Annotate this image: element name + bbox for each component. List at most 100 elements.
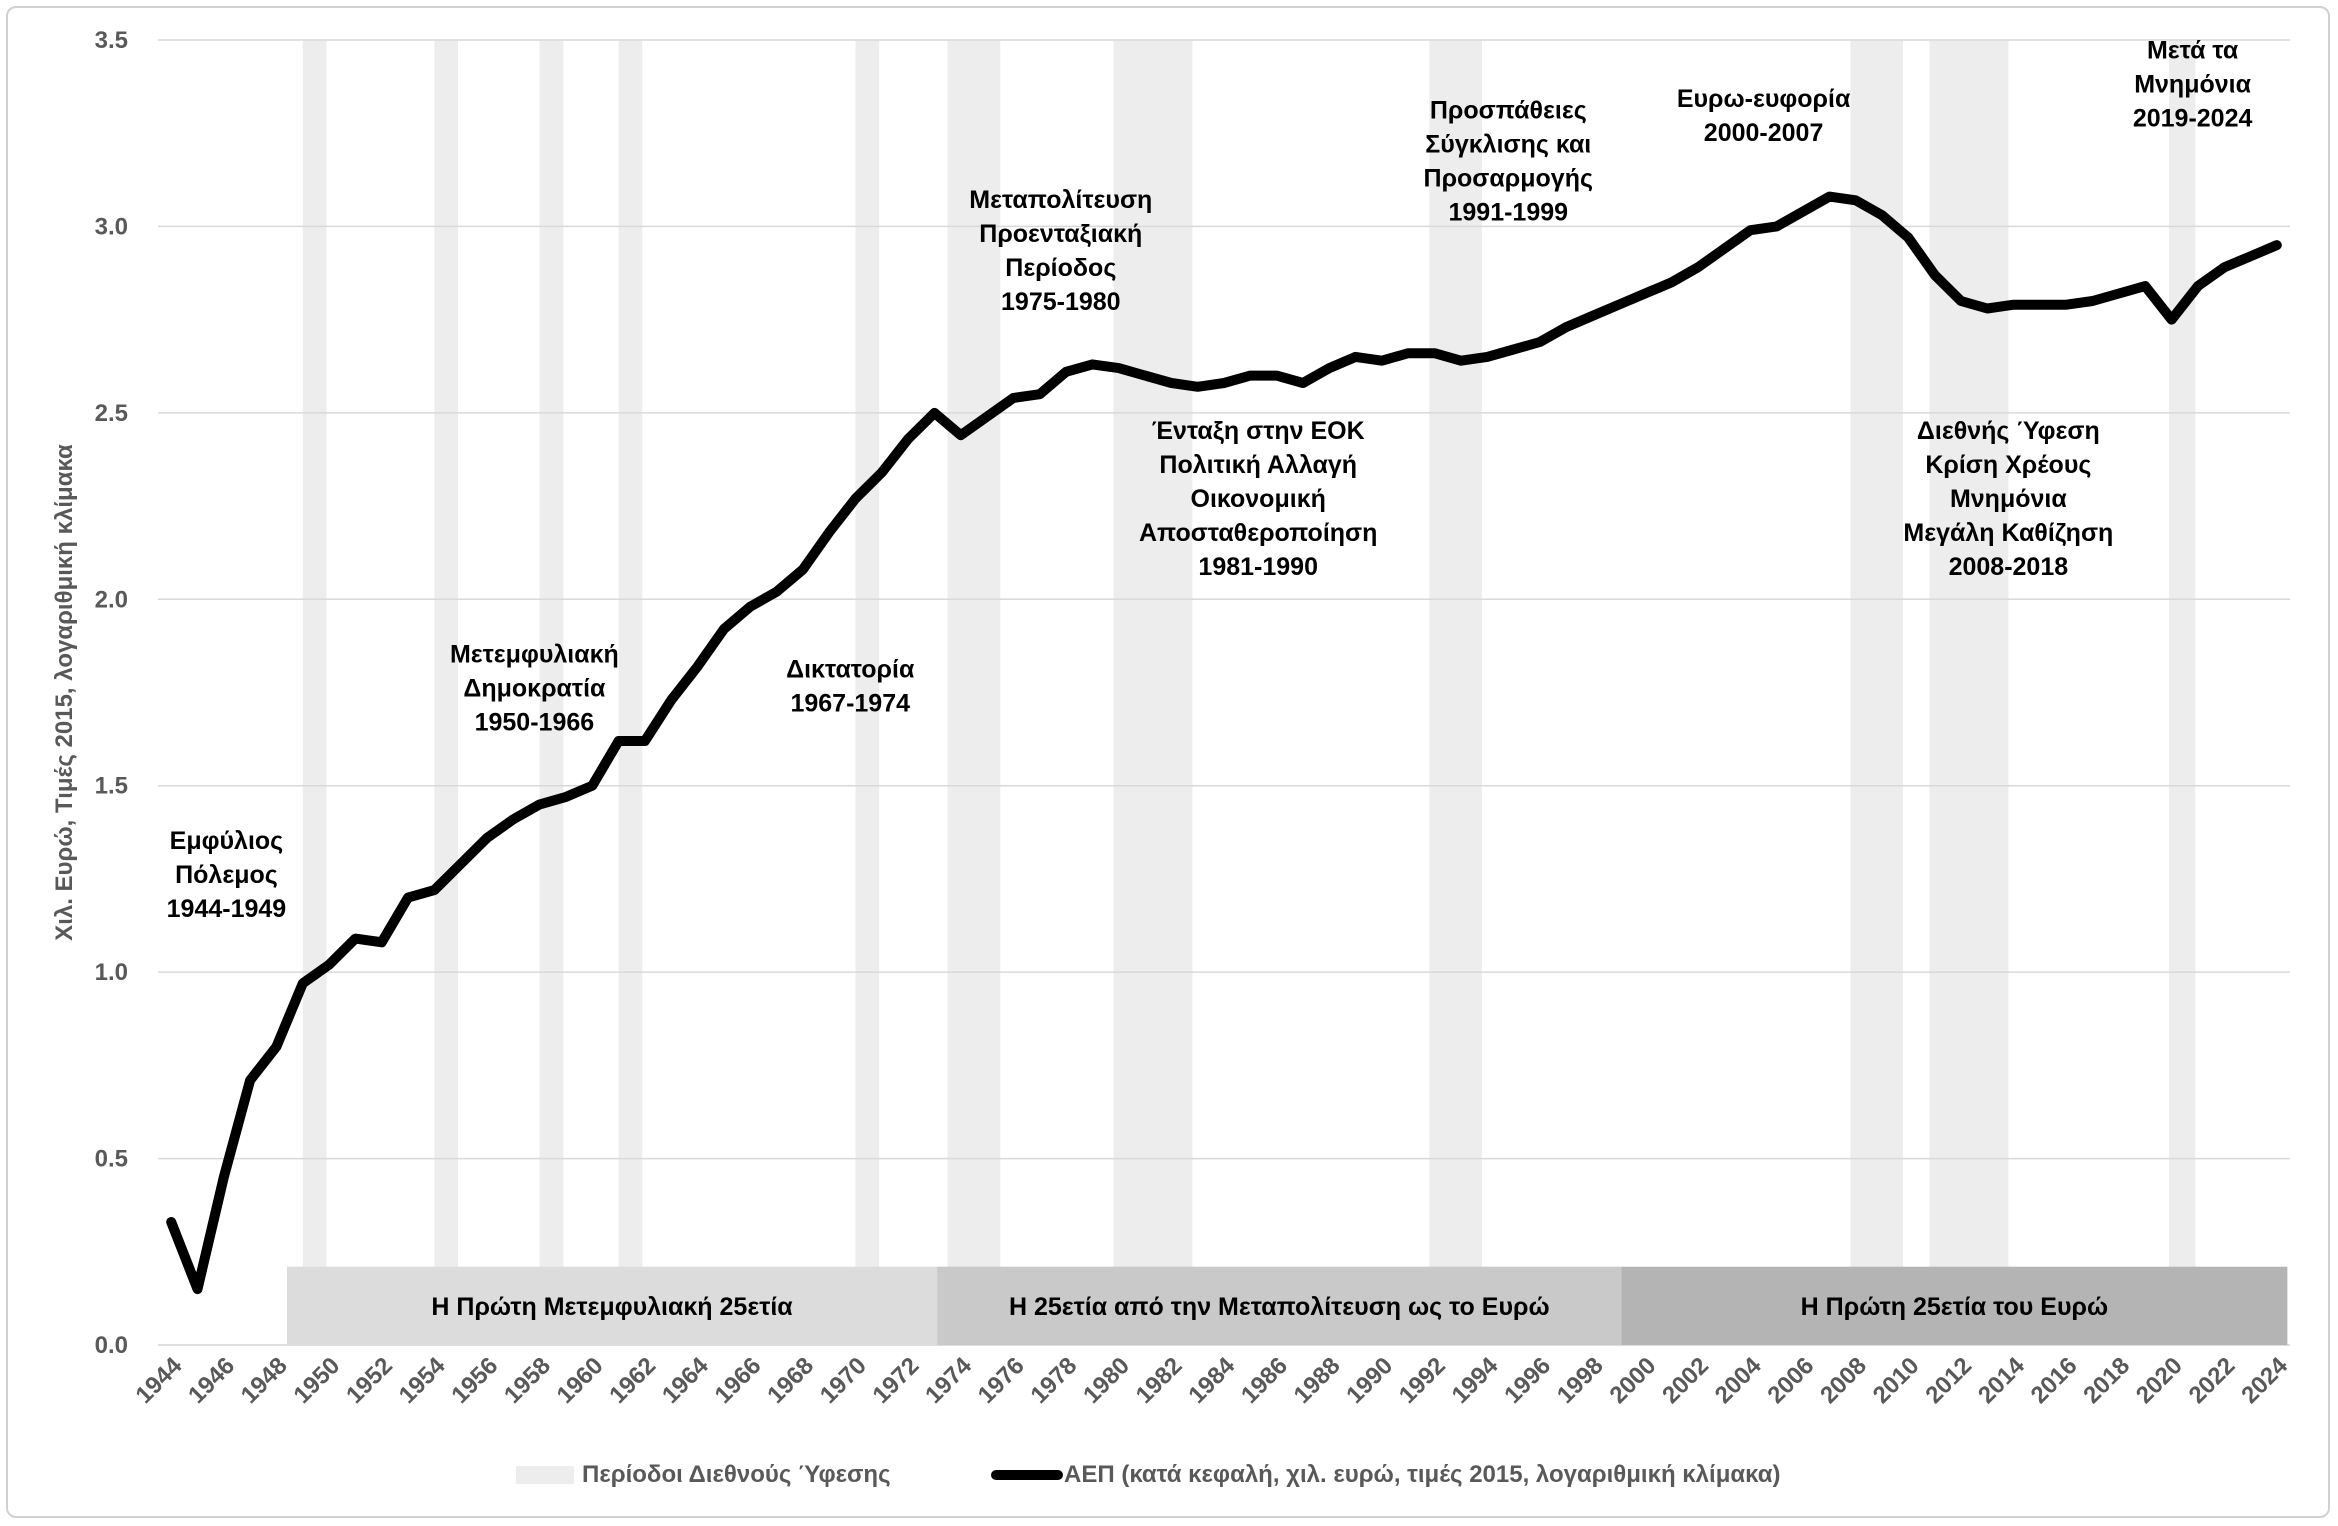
annotations: Εμφύλιος Πόλεμος 1944-1949 Μετεμφυλιακή Δημο…: [167, 37, 2253, 923]
x-tick-label: 1984: [1183, 1352, 1240, 1409]
recession-band-2: [539, 40, 564, 1345]
y-tick-label: 2.0: [95, 586, 128, 613]
recession-band-8: [1850, 40, 1904, 1345]
legend: Περίοδοι Διεθνούς Ύφεσης ΑΕΠ (κατά κεφαλή…: [516, 1461, 1780, 1488]
x-tick-label: 1968: [762, 1352, 819, 1409]
era-band-0: [286, 1266, 938, 1345]
annotation-5: Προσπάθειες Σύγκλισης και Προσαρμογής 1991-…: [1424, 96, 1593, 226]
y-tick-label: 1.0: [95, 959, 128, 986]
x-tick-label: 1948: [236, 1352, 293, 1409]
annotation-3: Μεταπολίτευση Προενταξιακή Περίοδος 1975-19…: [969, 186, 1152, 316]
annotation-line: Πολιτική Αλλαγή: [1159, 451, 1357, 479]
x-tick-label: 1974: [920, 1352, 977, 1409]
x-tick-label: 1954: [394, 1352, 451, 1409]
annotation-line: Αποσταθεροποίηση: [1139, 519, 1377, 547]
annotation-line: Εμφύλιος: [170, 827, 284, 855]
legend-label-gdp: ΑΕΠ (κατά κεφαλή, χιλ. ευρώ, τιμές 2015,…: [1064, 1461, 1780, 1488]
annotation-line: Μετεμφυλιακή: [450, 641, 619, 669]
annotation-8: Μετά τα Μνημόνια 2019-2024: [2133, 37, 2253, 133]
x-tick-label: 2000: [1605, 1352, 1662, 1409]
x-tick-label: 1960: [552, 1352, 609, 1409]
x-tick-label: 1976: [973, 1352, 1030, 1409]
annotation-line: Κρίση Χρέους: [1925, 451, 2091, 479]
x-tick-label: 2002: [1657, 1352, 1714, 1409]
annotation-line: Οικονομική: [1191, 485, 1326, 513]
era-label: Η Πρώτη Μετεμφυλιακή 25ετία: [431, 1293, 793, 1321]
x-tick-label: 2006: [1762, 1352, 1819, 1409]
x-tick-label: 1946: [183, 1352, 240, 1409]
x-tick-label: 1982: [1131, 1352, 1188, 1409]
y-tick-label: 3.5: [95, 27, 128, 54]
annotation-line: 2008-2018: [1949, 553, 2069, 581]
x-tick-label: 2024: [2236, 1352, 2293, 1409]
x-tick-label: 1990: [1341, 1352, 1398, 1409]
x-tick-label: 2016: [2026, 1352, 2083, 1409]
recession-band-0: [302, 40, 327, 1345]
y-tick-label: 0.5: [95, 1146, 128, 1173]
annotation-line: 1975-1980: [1001, 288, 1121, 316]
annotation-line: Ευρω-ευφορία: [1677, 85, 1851, 113]
y-tick-label: 2.5: [95, 400, 128, 427]
annotation-line: 2000-2007: [1704, 119, 1824, 147]
x-tick-label: 1998: [1552, 1352, 1609, 1409]
annotation-line: 1944-1949: [167, 895, 287, 923]
y-tick-label: 0.0: [95, 1332, 128, 1359]
x-tick-label: 1966: [710, 1352, 767, 1409]
x-tick-label: 1994: [1447, 1352, 1504, 1409]
legend-label-recession: Περίοδοι Διεθνούς Ύφεσης: [582, 1461, 891, 1488]
x-tick-label: 2014: [1973, 1352, 2030, 1409]
y-axis-ticks: 0.0 0.5 1.0 1.5 2.0 2.5 3.0 3.5: [95, 27, 128, 1359]
annotation-line: 1967-1974: [790, 690, 910, 718]
annotation-line: Μετά τα: [2147, 37, 2239, 65]
x-tick-label: 2018: [2078, 1352, 2135, 1409]
annotation-line: 1981-1990: [1198, 553, 1318, 581]
legend-swatch-recession: [516, 1466, 574, 1484]
x-tick-label: 1996: [1499, 1352, 1556, 1409]
x-tick-label: 1980: [1078, 1352, 1135, 1409]
recession-band-6: [1113, 40, 1193, 1345]
annotation-line: Μεγάλη Καθίζηση: [1903, 519, 2113, 547]
annotation-line: Πόλεμος: [175, 861, 278, 889]
y-axis-label: Χιλ. Ευρώ, Τιμές 2015, λογαριθμική κλίμα…: [51, 444, 78, 941]
x-tick-label: 1952: [341, 1352, 398, 1409]
annotation-line: Μνημόνια: [2134, 71, 2251, 99]
era-bands: Η Πρώτη Μετεμφυλιακή 25ετία Η 25ετία από …: [286, 1266, 2288, 1345]
y-tick-label: 3.0: [95, 213, 128, 240]
annotation-line: Διεθνής Ύφεση: [1917, 417, 2100, 445]
recession-band-5: [947, 40, 1001, 1345]
x-tick-label: 1956: [446, 1352, 503, 1409]
annotation-7: Διεθνής Ύφεση Κρίση Χρέους Μνημόνια Μεγάλη …: [1903, 417, 2113, 581]
y-tick-label: 1.5: [95, 773, 128, 800]
annotation-line: Περίοδος: [1005, 254, 1116, 282]
recession-bands: [302, 40, 2196, 1345]
chart-frame: [6, 6, 2330, 1518]
x-tick-label: 1986: [1236, 1352, 1293, 1409]
recession-band-9: [1929, 40, 2009, 1345]
annotation-line: Προσαρμογής: [1424, 164, 1593, 192]
x-tick-label: 1970: [815, 1352, 872, 1409]
annotation-0: Εμφύλιος Πόλεμος 1944-1949: [167, 827, 287, 923]
annotation-2: Δικτατορία 1967-1974: [786, 656, 915, 718]
x-tick-label: 1992: [1394, 1352, 1451, 1409]
annotation-line: Ένταξη στην ΕΟΚ: [1152, 417, 1365, 445]
era-band-1: [937, 1266, 1622, 1345]
gdp-line: [166, 191, 2282, 1295]
x-tick-label: 1978: [1025, 1352, 1082, 1409]
x-axis-ticks: 1944194619481950195219541956195819601962…: [131, 1352, 2294, 1409]
x-tick-label: 1958: [499, 1352, 556, 1409]
annotation-line: Δημοκρατία: [463, 675, 606, 703]
x-tick-label: 1950: [288, 1352, 345, 1409]
annotation-4: Ένταξη στην ΕΟΚ Πολιτική Αλλαγή Οικονομική…: [1139, 417, 1377, 581]
recession-band-4: [855, 40, 880, 1345]
recession-band-1: [434, 40, 459, 1345]
annotation-1: Μετεμφυλιακή Δημοκρατία 1950-1966: [450, 641, 619, 737]
annotation-line: Προσπάθειες: [1430, 96, 1587, 124]
annotation-line: Σύγκλισης και: [1425, 130, 1591, 158]
annotation-line: 1991-1999: [1448, 198, 1568, 226]
era-band-2: [1621, 1266, 2288, 1345]
annotation-6: Ευρω-ευφορία 2000-2007: [1677, 85, 1851, 147]
annotation-line: 2019-2024: [2133, 105, 2253, 133]
x-tick-label: 2012: [1920, 1352, 1977, 1409]
annotation-line: Μνημόνια: [1950, 485, 2067, 513]
